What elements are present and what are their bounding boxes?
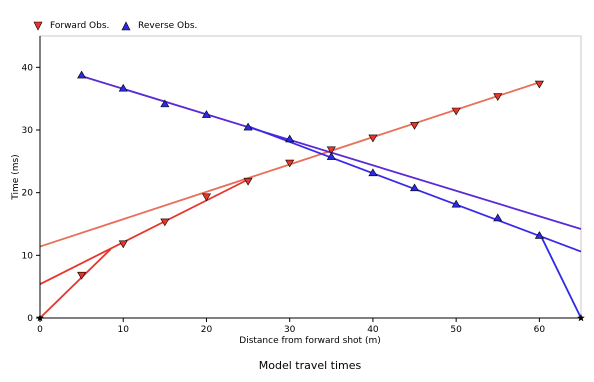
forward-obs-point — [243, 177, 253, 186]
y-axis-ticks: 0 10 20 30 40 — [22, 63, 40, 324]
forward-obs-point — [285, 159, 295, 168]
legend: Forward Obs. Reverse Obs. — [33, 21, 197, 31]
forward-obs-point — [493, 93, 503, 101]
reverse-obs-point — [243, 122, 253, 131]
x-tick-label: 20 — [201, 325, 213, 335]
x-tick-label: 10 — [118, 325, 130, 335]
legend-label-forward: Forward Obs. — [50, 21, 109, 31]
y-tick-label: 0 — [27, 314, 33, 324]
forward-obs-point — [368, 134, 378, 143]
y-tick-label: 20 — [22, 189, 34, 199]
x-tick-label: 60 — [534, 325, 546, 335]
reverse-obs-point — [451, 199, 461, 208]
x-axis-title: Distance from forward shot (m) — [239, 336, 380, 346]
reverse-obs-point — [118, 83, 128, 92]
chart-caption: Model travel times — [259, 359, 362, 372]
x-axis-ticks: 0 10 20 30 40 50 60 — [37, 318, 545, 335]
reverse-obs-point — [410, 183, 420, 192]
reverse-obs-point — [285, 134, 295, 143]
y-tick-label: 30 — [22, 126, 34, 136]
observation-points — [77, 70, 544, 280]
forward-obs-point — [451, 107, 461, 116]
x-tick-label: 30 — [284, 325, 296, 335]
model-line — [39, 248, 112, 319]
legend-marker-forward-icon — [33, 21, 43, 31]
forward-obs-point — [118, 240, 128, 249]
reverse-obs-point — [368, 168, 378, 177]
forward-obs-point — [201, 193, 211, 202]
reverse-obs-point — [493, 213, 503, 222]
forward-obs-point — [160, 218, 170, 227]
model-line — [538, 232, 582, 319]
legend-marker-reverse-icon — [121, 21, 131, 31]
forward-obs-point — [410, 122, 420, 130]
legend-label-reverse: Reverse Obs. — [138, 21, 197, 31]
reverse-obs-point — [160, 99, 170, 108]
plot-area — [39, 35, 582, 319]
forward-obs-point — [534, 80, 544, 89]
reverse-obs-point — [534, 231, 544, 239]
reverse-obs-point — [201, 110, 211, 118]
y-axis-title: Time (ms) — [11, 154, 21, 200]
reverse-obs-point — [326, 152, 336, 160]
forward-obs-point — [77, 271, 87, 280]
x-tick-label: 0 — [37, 325, 43, 335]
x-tick-label: 40 — [367, 325, 379, 335]
forward-obs-point — [326, 146, 336, 155]
x-tick-label: 50 — [450, 325, 462, 335]
model-line — [39, 178, 249, 285]
y-tick-label: 40 — [22, 63, 34, 73]
y-tick-label: 10 — [22, 251, 34, 261]
reverse-obs-point — [77, 70, 87, 79]
